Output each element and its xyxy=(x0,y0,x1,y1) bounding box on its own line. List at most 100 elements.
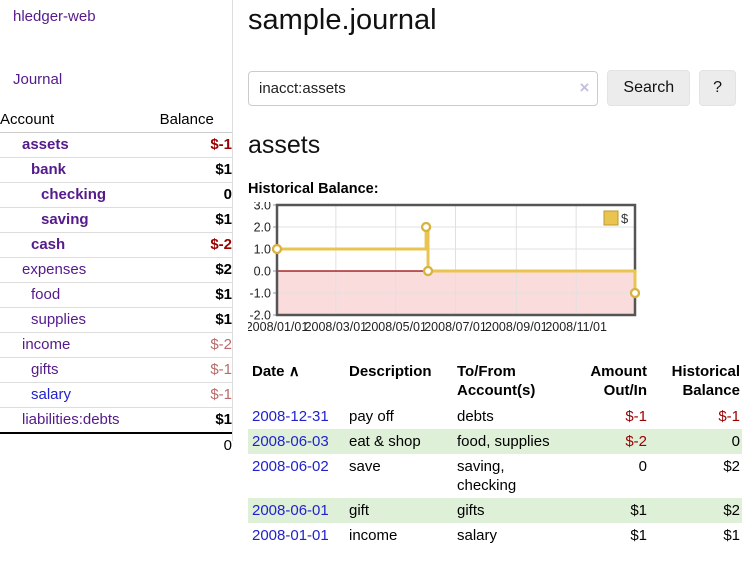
transaction-row: 2008-01-01 income salary $1 $1 xyxy=(248,523,742,548)
account-balance-cell: $1 xyxy=(215,161,232,178)
account-link[interactable]: saving xyxy=(41,211,89,228)
svg-text:2.0: 2.0 xyxy=(254,221,271,235)
transaction-balance-cell: $1 xyxy=(723,527,740,544)
account-balance-cell: $1 xyxy=(215,286,232,303)
chart-title: Historical Balance: xyxy=(248,181,379,197)
transaction-date-cell: 2008-12-31 xyxy=(248,404,345,429)
transaction-description-cell: pay off xyxy=(349,408,394,425)
chart-container: 3.0 2.0 1.0 0.0 -1.0 -2.0 2008/01/01 2008/03/01… xyxy=(246,199,736,344)
transaction-amount-cell: $-2 xyxy=(625,433,647,450)
account-name-cell: bank xyxy=(0,158,160,183)
svg-text:2008/07/01: 2008/07/01 xyxy=(424,320,487,334)
account-row: salary $-1 xyxy=(0,383,232,408)
transaction-accounts-cell: saving, checking xyxy=(457,458,517,494)
account-row: gifts $-1 xyxy=(0,358,232,383)
transaction-date-cell: 2008-06-01 xyxy=(248,498,345,523)
transaction-accounts-cell: salary xyxy=(457,527,498,544)
transactions-table: Date ∧ Description To/From Account(s) Am… xyxy=(248,360,742,548)
account-link[interactable]: liabilities:debts xyxy=(22,411,120,428)
transaction-date-link[interactable]: 2008-06-03 xyxy=(252,433,329,450)
transaction-date-link[interactable]: 2008-01-01 xyxy=(252,527,329,544)
account-balance-cell: $1 xyxy=(215,211,232,228)
search-button[interactable]: Search xyxy=(607,70,691,106)
search-form: × Search ? xyxy=(248,70,736,106)
data-point-marker xyxy=(629,287,641,299)
amount-column-header: Amount Out/In xyxy=(590,363,647,399)
balance-column-header: Historical Balance xyxy=(671,363,740,399)
svg-text:2008/05/01: 2008/05/01 xyxy=(364,320,427,334)
account-link[interactable]: assets xyxy=(22,136,69,153)
account-name-cell: salary xyxy=(0,383,160,408)
account-column-header: Account xyxy=(0,108,160,133)
transaction-row: 2008-06-03 eat & shop food, supplies $-2… xyxy=(248,429,742,454)
account-balance-cell: $1 xyxy=(215,311,232,328)
account-link[interactable]: bank xyxy=(31,161,67,178)
account-name-cell: saving xyxy=(0,208,160,233)
svg-text:3.0: 3.0 xyxy=(254,202,271,213)
transaction-balance-cell: $2 xyxy=(723,502,740,519)
account-link[interactable]: expenses xyxy=(22,261,87,278)
account-name-cell: cash xyxy=(0,233,160,258)
account-row: income $-2 xyxy=(0,333,232,358)
transaction-row: 2008-12-31 pay off debts $-1 $-1 xyxy=(248,404,742,429)
balance-column-header: Balance xyxy=(159,108,232,133)
transaction-description-cell: save xyxy=(349,458,381,475)
transaction-date-link[interactable]: 2008-06-02 xyxy=(252,458,329,475)
transaction-amount-cell: 0 xyxy=(638,458,647,475)
legend-label: $ xyxy=(621,211,629,226)
account-link[interactable]: gifts xyxy=(31,361,59,378)
search-input[interactable] xyxy=(248,70,599,106)
account-row: cash $-2 xyxy=(0,233,232,258)
transaction-date-cell: 2008-01-01 xyxy=(248,523,345,548)
account-link[interactable]: cash xyxy=(31,236,66,253)
account-name-cell: assets xyxy=(0,133,160,158)
account-link[interactable]: checking xyxy=(41,186,107,203)
account-name-cell: expenses xyxy=(0,258,160,283)
sort-ascending-icon: ∧ xyxy=(288,363,300,380)
sidebar-nav: Journal xyxy=(0,71,232,88)
total-row: 0 xyxy=(0,433,232,458)
account-balance-cell: $-1 xyxy=(210,361,232,378)
account-link[interactable]: food xyxy=(31,286,61,303)
account-row: liabilities:debts $1 xyxy=(0,408,232,434)
transaction-date-link[interactable]: 2008-12-31 xyxy=(252,408,329,425)
account-balance-cell: $1 xyxy=(215,411,232,428)
transaction-description-cell: income xyxy=(349,527,398,544)
account-balance-cell: $2 xyxy=(215,261,232,278)
search-input-wrap: × xyxy=(248,70,599,106)
account-link[interactable]: supplies xyxy=(31,311,87,328)
description-column-header: Description xyxy=(349,363,432,380)
transaction-description-cell: gift xyxy=(349,502,370,519)
transaction-date-link[interactable]: 2008-06-01 xyxy=(252,502,329,519)
data-point-marker xyxy=(420,221,432,233)
account-link[interactable]: income xyxy=(22,336,71,353)
transaction-description-cell: eat & shop xyxy=(349,433,421,450)
app-title: hledger-web xyxy=(0,8,232,25)
account-row: expenses $2 xyxy=(0,258,232,283)
svg-text:-1.0: -1.0 xyxy=(249,287,271,301)
account-name-cell: gifts xyxy=(0,358,160,383)
sidebar-item-journal[interactable]: Journal xyxy=(13,71,63,88)
transaction-date-cell: 2008-06-02 xyxy=(248,454,345,498)
tofrom-column-header: To/From Account(s) xyxy=(457,363,536,399)
transaction-accounts-cell: debts xyxy=(457,408,494,425)
date-column-header[interactable]: Date ∧ xyxy=(252,363,300,380)
account-heading: assets xyxy=(248,131,321,159)
help-button[interactable]: ? xyxy=(699,70,736,106)
total-balance: 0 xyxy=(223,437,232,454)
account-balance-cell: $-1 xyxy=(210,136,232,153)
account-name-cell: supplies xyxy=(0,308,160,333)
app-title-link[interactable]: hledger-web xyxy=(13,8,96,25)
svg-text:2008/01/01: 2008/01/01 xyxy=(248,320,308,334)
account-link[interactable]: salary xyxy=(31,386,72,403)
historical-balance-chart: 3.0 2.0 1.0 0.0 -1.0 -2.02008/01/012008/03/01… xyxy=(246,199,641,334)
transaction-amount-cell: $1 xyxy=(630,502,647,519)
account-row: bank $1 xyxy=(0,158,232,183)
account-row: assets $-1 xyxy=(0,133,232,158)
transaction-balance-cell: $-1 xyxy=(718,408,740,425)
page-title: sample.journal xyxy=(248,4,437,36)
transaction-accounts-cell: food, supplies xyxy=(457,433,550,450)
account-name-cell: food xyxy=(0,283,160,308)
clear-search-icon[interactable]: × xyxy=(579,77,590,97)
account-name-cell: liabilities:debts xyxy=(0,408,160,434)
